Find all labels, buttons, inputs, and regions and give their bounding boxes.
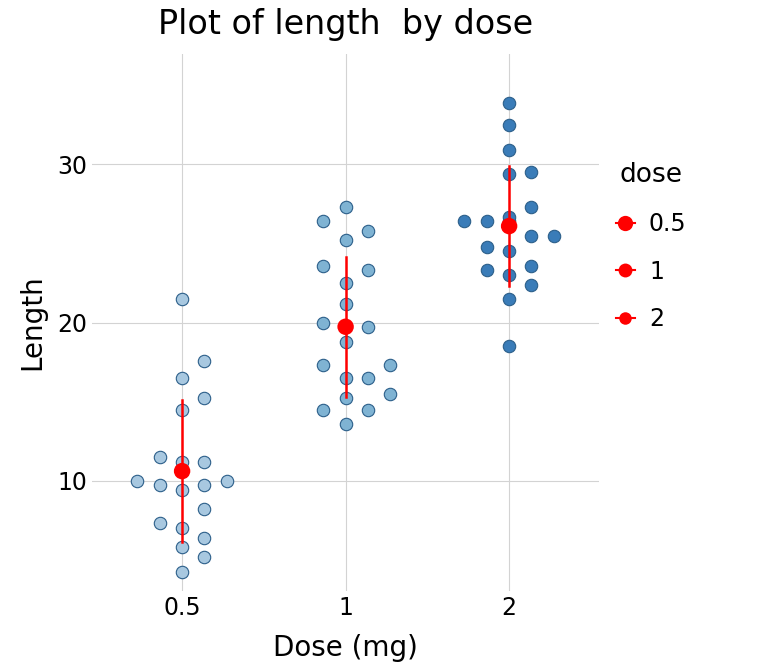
Point [317, 260, 329, 271]
Point [317, 317, 329, 328]
Title: Plot of length  by dose: Plot of length by dose [158, 8, 533, 41]
Point [503, 169, 515, 179]
Point [525, 167, 538, 177]
Point [384, 360, 396, 371]
Point [198, 393, 210, 404]
Point [339, 336, 352, 347]
Point [317, 216, 329, 226]
Point [339, 298, 352, 309]
Point [503, 341, 515, 351]
Point [198, 504, 210, 515]
Point [339, 321, 352, 332]
Point [481, 216, 493, 226]
Point [525, 230, 538, 241]
Point [176, 466, 188, 476]
Point [362, 322, 374, 333]
Point [176, 456, 188, 467]
Point [503, 97, 515, 108]
Point [525, 280, 538, 290]
Point [481, 265, 493, 276]
Point [503, 269, 515, 280]
Point [503, 211, 515, 222]
Point [198, 480, 210, 491]
Point [503, 120, 515, 130]
Point [176, 567, 188, 578]
Point [458, 216, 471, 226]
Legend: 0.5, 1, 2: 0.5, 1, 2 [616, 163, 687, 331]
Point [503, 220, 515, 231]
Point [339, 278, 352, 288]
Point [525, 260, 538, 271]
Point [176, 294, 188, 304]
Point [339, 202, 352, 212]
Point [198, 551, 210, 562]
Point [131, 475, 144, 486]
Point [503, 216, 515, 226]
Point [154, 518, 166, 529]
Point [176, 372, 188, 383]
Point [339, 419, 352, 429]
Point [220, 475, 233, 486]
Point [362, 404, 374, 415]
Y-axis label: Length: Length [18, 275, 46, 370]
Point [362, 265, 374, 276]
Point [384, 388, 396, 399]
Point [481, 241, 493, 252]
Point [198, 355, 210, 366]
Point [525, 202, 538, 212]
Point [154, 480, 166, 491]
Point [176, 523, 188, 534]
Point [317, 404, 329, 415]
Point [317, 360, 329, 371]
Point [503, 145, 515, 156]
Point [154, 452, 166, 462]
Point [176, 485, 188, 495]
Point [503, 294, 515, 304]
Point [548, 230, 560, 241]
Point [339, 393, 352, 404]
Point [198, 532, 210, 543]
Point [176, 404, 188, 415]
Point [198, 456, 210, 467]
Point [176, 542, 188, 552]
Point [503, 246, 515, 257]
X-axis label: Dose (mg): Dose (mg) [273, 634, 418, 662]
Point [339, 372, 352, 383]
Point [339, 235, 352, 246]
Point [362, 226, 374, 237]
Point [362, 372, 374, 383]
